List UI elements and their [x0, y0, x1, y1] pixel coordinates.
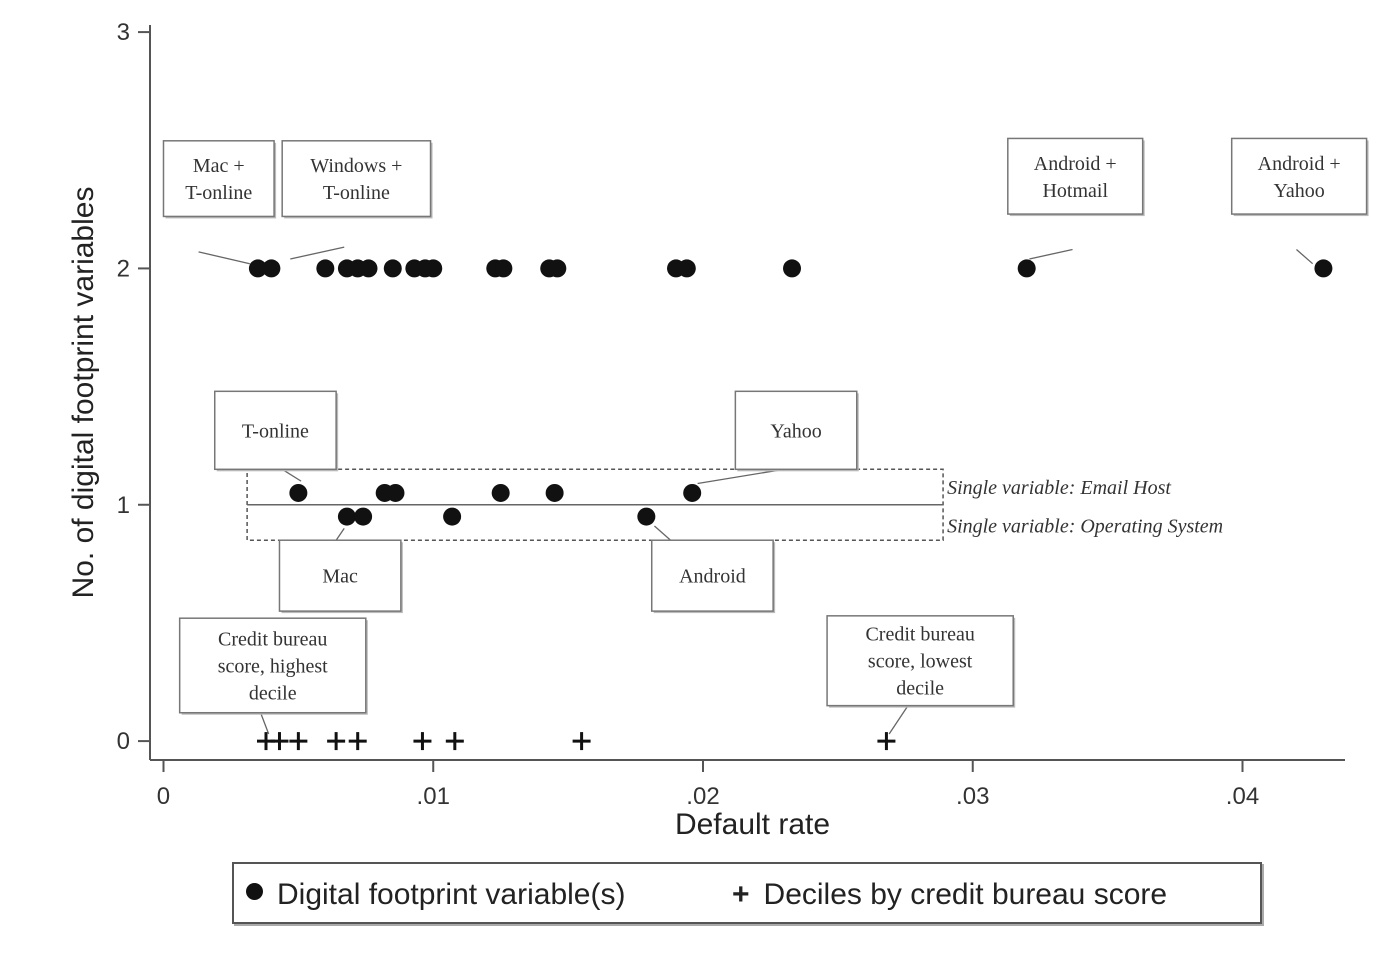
y-tick-label: 0 [117, 728, 130, 755]
legend-label-deciles: Deciles by credit bureau score [763, 878, 1168, 911]
band-label-operating-system: Single variable: Operating System [947, 515, 1223, 537]
legend: Digital footprint variable(s) + Deciles b… [232, 862, 1262, 924]
data-point-digital-footprint [424, 259, 443, 278]
data-point-digital-footprint [1314, 259, 1333, 278]
data-point-digital-footprint [289, 483, 308, 502]
band-label-email-host: Single variable: Email Host [947, 477, 1171, 499]
annotation-leader-line [654, 525, 672, 541]
data-point-digital-footprint [262, 259, 281, 278]
data-point-credit-decile [877, 732, 896, 751]
axes: 0 1 2 3 0 .01 .02 .03 .04 Default rate No. of digi… [67, 19, 1345, 841]
annotation-leader-line [290, 246, 345, 260]
data-point-credit-decile [413, 732, 432, 751]
data-point-digital-footprint [683, 483, 702, 502]
annotation-box [281, 140, 432, 218]
x-tick-label: .01 [417, 783, 450, 810]
data-point-digital-footprint [354, 507, 373, 526]
annotation-text: Android [679, 566, 746, 588]
annotation-text: T-online [242, 420, 309, 442]
legend-label-digital-footprint: Digital footprint variable(s) [277, 878, 626, 911]
legend-item-digital-footprint: Digital footprint variable(s) [246, 878, 625, 912]
annotation-text: Mac + [193, 155, 245, 177]
annotation-leader-line [1029, 248, 1073, 260]
y-axis-title: No. of digital footprint variables [67, 187, 100, 599]
annotation-box [650, 539, 774, 612]
annotation-box [162, 140, 275, 218]
data-point-credit-decile [289, 732, 308, 751]
x-tick-label: .04 [1226, 783, 1259, 810]
data-point-digital-footprint [386, 483, 405, 502]
annotation-text: Android + [1258, 153, 1341, 175]
annotation-text: T-online [185, 182, 252, 204]
annotation-box [1007, 137, 1144, 215]
data-point-digital-footprint [383, 259, 402, 278]
data-point-credit-decile [572, 732, 591, 751]
annotation-text: decile [249, 682, 297, 704]
annotation-text: score, lowest [868, 651, 973, 673]
data-point-digital-footprint [443, 507, 462, 526]
annotation-text: decile [896, 678, 944, 700]
annotation-box [826, 615, 1014, 707]
annotation-leader-line [335, 528, 345, 541]
data-point-credit-decile [445, 732, 464, 751]
y-tick-label: 1 [117, 492, 130, 519]
legend-plus-marker: + [732, 878, 750, 911]
annotation-text: Mac [322, 566, 358, 588]
annotation-leader-line [259, 712, 270, 735]
x-tick-label: .03 [956, 783, 989, 810]
annotation-leader-line [697, 468, 785, 485]
annotation-text: Windows + [310, 155, 402, 177]
annotation-box [1230, 137, 1368, 215]
data-point-credit-decile [348, 732, 367, 751]
annotation-box [213, 390, 337, 471]
data-point-credit-decile [327, 732, 346, 751]
data-marks [248, 259, 1333, 751]
data-point-digital-footprint [1017, 259, 1036, 278]
bands: Single variable: Email Host Single variab… [246, 468, 1223, 541]
data-point-digital-footprint [316, 259, 335, 278]
annotation-leader-line [1296, 249, 1314, 265]
annotation-text: Hotmail [1042, 180, 1108, 202]
data-point-digital-footprint [248, 259, 267, 278]
annotation-text: score, highest [218, 655, 328, 677]
annotation-leader-line [198, 251, 250, 265]
data-point-digital-footprint [545, 483, 564, 502]
annotation-box [178, 617, 367, 714]
x-tick-label: .02 [686, 783, 719, 810]
annotation-text: Yahoo [1273, 180, 1324, 202]
data-point-digital-footprint [494, 259, 513, 278]
annotations: Mac + T-online Windows + T-online Android + H… [162, 137, 1369, 735]
annotation-text: Yahoo [770, 420, 821, 442]
x-axis-title: Default rate [675, 808, 830, 841]
data-point-digital-footprint [677, 259, 696, 278]
annotation-box [278, 539, 402, 612]
legend-item-deciles: + Deciles by credit bureau score [732, 878, 1167, 912]
data-point-digital-footprint [548, 259, 567, 278]
y-tick-label: 3 [117, 19, 130, 46]
data-point-digital-footprint [783, 259, 802, 278]
annotation-text: Android + [1034, 153, 1117, 175]
annotation-box [734, 390, 858, 471]
scatter-chart: 0 1 2 3 0 .01 .02 .03 .04 Default rate No. of digi… [67, 19, 1369, 841]
annotation-text: Credit bureau [865, 624, 974, 646]
data-point-digital-footprint [359, 259, 378, 278]
data-point-credit-decile [270, 732, 289, 751]
x-tick-label: 0 [157, 783, 170, 810]
annotation-text: Credit bureau [218, 628, 327, 650]
annotation-text: T-online [323, 182, 390, 204]
y-tick-label: 2 [117, 255, 130, 282]
data-point-digital-footprint [337, 507, 356, 526]
data-point-digital-footprint [491, 483, 510, 502]
data-point-digital-footprint [637, 507, 656, 526]
legend-dot-marker [246, 883, 263, 900]
annotation-leader-line [888, 705, 909, 735]
